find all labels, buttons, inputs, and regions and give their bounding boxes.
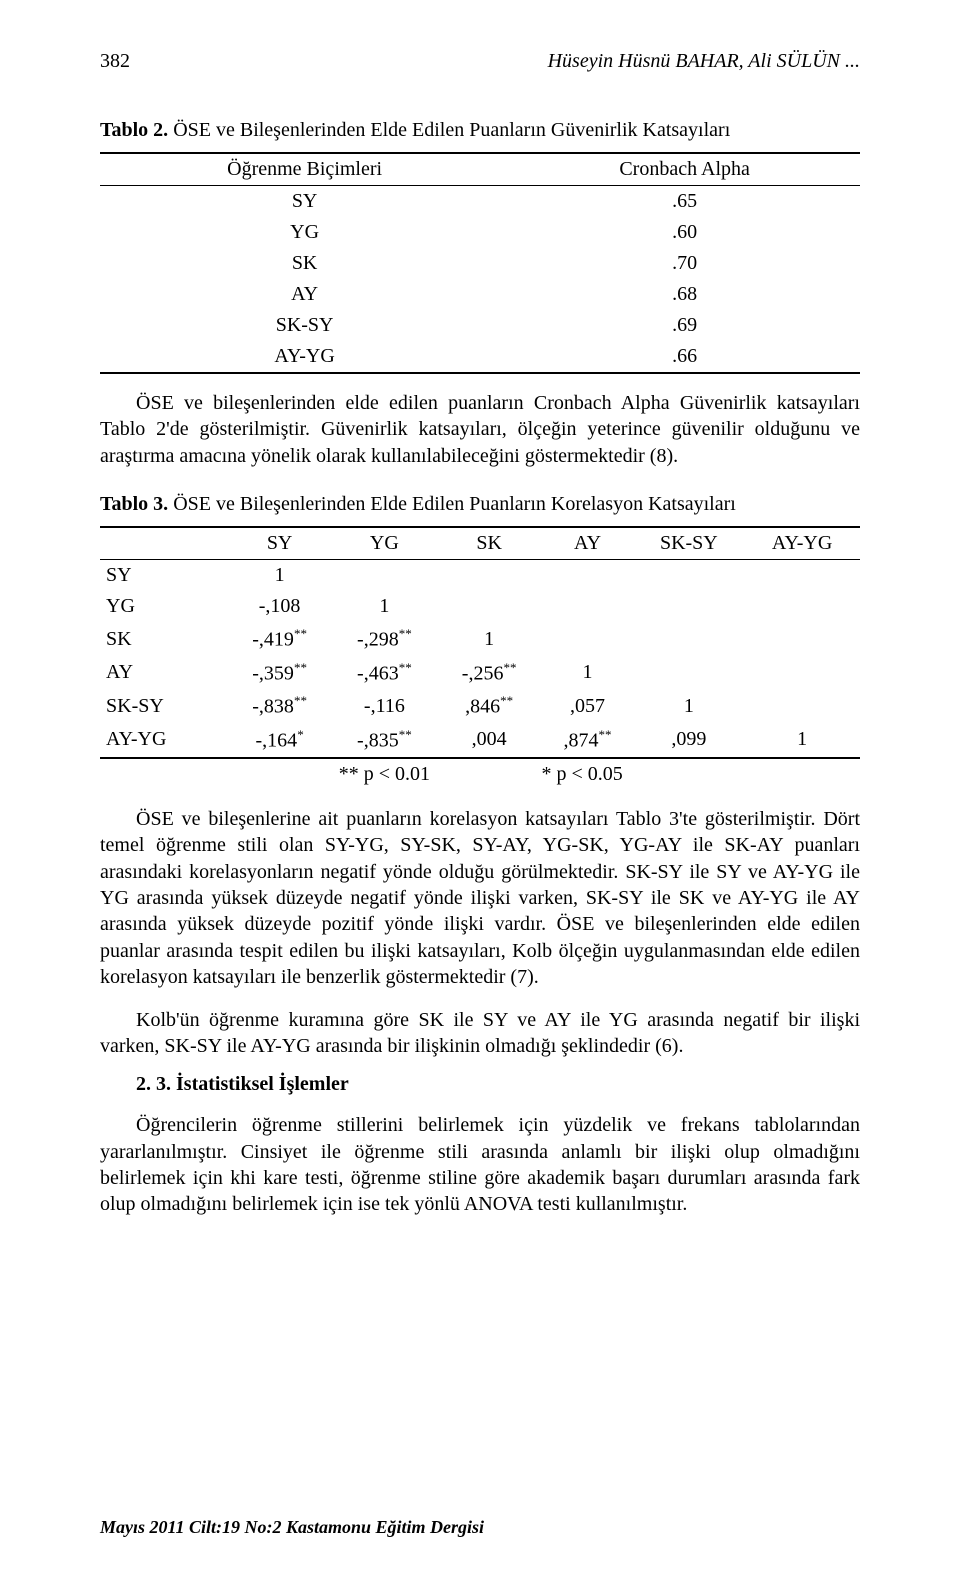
table2-cell: .70 [509, 248, 860, 279]
table3-cell: ,874** [542, 723, 634, 758]
paragraph-4: Öğrencilerin öğrenme stillerini belirlem… [100, 1112, 860, 1218]
table3-rowlabel: AY [100, 656, 227, 690]
table3-cell: 1 [227, 560, 332, 592]
table3-header: SY [227, 527, 332, 560]
table3-header: SK [437, 527, 542, 560]
table3-row: YG -,108 1 [100, 591, 860, 622]
table3-cell: -,463** [332, 656, 437, 690]
paragraph-2: ÖSE ve bileşenlerine ait puanların korel… [100, 806, 860, 991]
table2-col2-header: Cronbach Alpha [509, 153, 860, 186]
table3-row: SK -,419** -,298** 1 [100, 622, 860, 656]
table3-cell: 1 [542, 656, 634, 690]
table3-cell: ,004 [437, 723, 542, 758]
table3-cell: 1 [332, 591, 437, 622]
table2-caption-text: ÖSE ve Bileşenlerinden Elde Edilen Puanl… [168, 119, 730, 141]
table3-rowlabel: SY [100, 560, 227, 592]
table3-cell: -,419** [227, 622, 332, 656]
table2-cell: SY [100, 186, 509, 218]
table3-caption-text: ÖSE ve Bileşenlerinden Elde Edilen Puanl… [168, 493, 736, 515]
table3-caption-label: Tablo 3. [100, 493, 168, 515]
table-2: Öğrenme Biçimleri Cronbach Alpha SY.65 Y… [100, 152, 860, 374]
table2-cell: .69 [509, 310, 860, 341]
section-heading: 2. 3. İstatistiksel İşlemler [100, 1073, 860, 1096]
table3-header: SK-SY [633, 527, 744, 560]
table3-cell: -,256** [437, 656, 542, 690]
table2-caption: Tablo 2. ÖSE ve Bileşenlerinden Elde Edi… [100, 119, 860, 142]
paragraph-1: ÖSE ve bileşenlerinden elde edilen puanl… [100, 390, 860, 469]
table2-cell: AY-YG [100, 341, 509, 373]
table2-caption-label: Tablo 2. [100, 119, 168, 141]
table3-sig2: * p < 0.05 [542, 758, 860, 790]
table3-header: AY [542, 527, 634, 560]
header-authors: Hüseyin Hüsnü BAHAR, Ali SÜLÜN ... [548, 50, 860, 73]
table3-cell: 1 [437, 622, 542, 656]
table2-cell: YG [100, 217, 509, 248]
table3-rowlabel: SK [100, 622, 227, 656]
table2-cell: SK [100, 248, 509, 279]
table3-header: AY-YG [744, 527, 860, 560]
running-header: 382 Hüseyin Hüsnü BAHAR, Ali SÜLÜN ... [100, 50, 860, 73]
table3-cell: ,846** [437, 689, 542, 723]
table3-sig1: ** p < 0.01 [227, 758, 541, 790]
table3-header: YG [332, 527, 437, 560]
table3-cell: -,164* [227, 723, 332, 758]
table2-cell: .66 [509, 341, 860, 373]
table2-cell: .68 [509, 279, 860, 310]
table2-cell: SK-SY [100, 310, 509, 341]
table3-cell: -,108 [227, 591, 332, 622]
table3-cell: -,359** [227, 656, 332, 690]
table3-caption: Tablo 3. ÖSE ve Bileşenlerinden Elde Edi… [100, 493, 860, 516]
table3-rowlabel: AY-YG [100, 723, 227, 758]
table3-cell: -,838** [227, 689, 332, 723]
table3-cell: 1 [633, 689, 744, 723]
table-3: SY YG SK AY SK-SY AY-YG SY 1 YG -,108 1 … [100, 526, 860, 790]
table3-cell: ,099 [633, 723, 744, 758]
table3-cell: 1 [744, 723, 860, 758]
footer-journal: Mayıs 2011 Cilt:19 No:2 Kastamonu Eğitim… [100, 1517, 484, 1538]
table3-row: AY -,359** -,463** -,256** 1 [100, 656, 860, 690]
table3-cell: -,116 [332, 689, 437, 723]
table3-cell: -,298** [332, 622, 437, 656]
table2-col1-header: Öğrenme Biçimleri [100, 153, 509, 186]
table3-cell: ,057 [542, 689, 634, 723]
table3-rowlabel: YG [100, 591, 227, 622]
table3-row: AY-YG -,164* -,835** ,004 ,874** ,099 1 [100, 723, 860, 758]
table3-row: SY 1 [100, 560, 860, 592]
paragraph-3: Kolb'ün öğrenme kuramına göre SK ile SY … [100, 1007, 860, 1060]
table3-header [100, 527, 227, 560]
table2-cell: AY [100, 279, 509, 310]
table3-row: SK-SY -,838** -,116 ,846** ,057 1 [100, 689, 860, 723]
table2-cell: .60 [509, 217, 860, 248]
table3-rowlabel: SK-SY [100, 689, 227, 723]
table2-cell: .65 [509, 186, 860, 218]
page-number: 382 [100, 50, 130, 73]
table3-cell: -,835** [332, 723, 437, 758]
